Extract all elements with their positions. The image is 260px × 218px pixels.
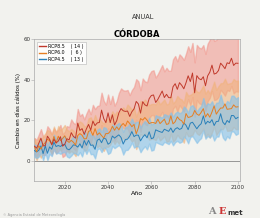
Text: E: E [218, 207, 226, 216]
X-axis label: Año: Año [131, 191, 143, 196]
Y-axis label: Cambio en días cálidos (%): Cambio en días cálidos (%) [15, 73, 21, 148]
Text: A: A [208, 207, 216, 216]
Legend: RCP8.5    ( 14 ), RCP6.0    (  6 ), RCP4.5    ( 13 ): RCP8.5 ( 14 ), RCP6.0 ( 6 ), RCP4.5 ( 13… [37, 42, 86, 64]
Text: met: met [228, 210, 243, 216]
Title: CÓRDOBA: CÓRDOBA [114, 30, 160, 39]
Text: ANUAL: ANUAL [132, 14, 154, 20]
Text: © Agencia Estatal de Meteorología: © Agencia Estatal de Meteorología [3, 213, 65, 217]
